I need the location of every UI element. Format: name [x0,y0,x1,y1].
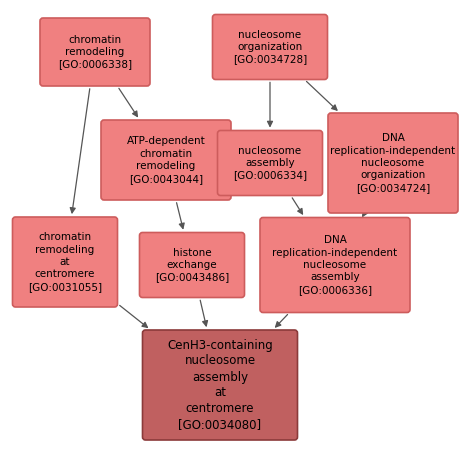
Text: ATP-dependent
chromatin
remodeling
[GO:0043044]: ATP-dependent chromatin remodeling [GO:0… [127,136,205,184]
Text: chromatin
remodeling
at
centromere
[GO:0031055]: chromatin remodeling at centromere [GO:0… [28,232,102,292]
FancyBboxPatch shape [101,120,231,200]
FancyBboxPatch shape [140,233,244,298]
FancyBboxPatch shape [218,130,323,195]
Text: DNA
replication-independent
nucleosome
organization
[GO:0034724]: DNA replication-independent nucleosome o… [331,133,455,193]
Text: chromatin
remodeling
[GO:0006338]: chromatin remodeling [GO:0006338] [58,35,132,69]
FancyBboxPatch shape [260,217,410,313]
FancyBboxPatch shape [40,18,150,86]
FancyBboxPatch shape [142,330,297,440]
Text: CenH3-containing
nucleosome
assembly
at
centromere
[GO:0034080]: CenH3-containing nucleosome assembly at … [167,339,273,432]
FancyBboxPatch shape [12,217,118,307]
Text: nucleosome
organization
[GO:0034728]: nucleosome organization [GO:0034728] [233,30,307,64]
Text: DNA
replication-independent
nucleosome
assembly
[GO:0006336]: DNA replication-independent nucleosome a… [272,235,397,295]
FancyBboxPatch shape [213,14,327,79]
FancyBboxPatch shape [328,113,458,213]
Text: histone
exchange
[GO:0043486]: histone exchange [GO:0043486] [155,248,229,282]
Text: nucleosome
assembly
[GO:0006334]: nucleosome assembly [GO:0006334] [233,146,307,180]
